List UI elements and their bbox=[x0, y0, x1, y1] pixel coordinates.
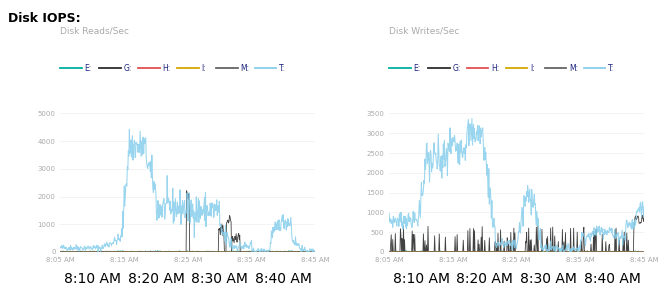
Text: T:: T: bbox=[279, 64, 285, 73]
Text: Disk IOPS:: Disk IOPS: bbox=[8, 12, 81, 25]
Text: I:: I: bbox=[530, 64, 535, 73]
Text: E:: E: bbox=[85, 64, 92, 73]
Text: H:: H: bbox=[491, 64, 499, 73]
Text: Disk Writes/Sec: Disk Writes/Sec bbox=[389, 26, 460, 35]
Text: Disk Reads/Sec: Disk Reads/Sec bbox=[60, 26, 130, 35]
Text: I:: I: bbox=[201, 64, 206, 73]
Text: M:: M: bbox=[240, 64, 250, 73]
Text: H:: H: bbox=[162, 64, 170, 73]
Text: G:: G: bbox=[123, 64, 132, 73]
Text: M:: M: bbox=[569, 64, 578, 73]
Text: T:: T: bbox=[608, 64, 614, 73]
Text: E:: E: bbox=[413, 64, 421, 73]
Text: G:: G: bbox=[452, 64, 460, 73]
